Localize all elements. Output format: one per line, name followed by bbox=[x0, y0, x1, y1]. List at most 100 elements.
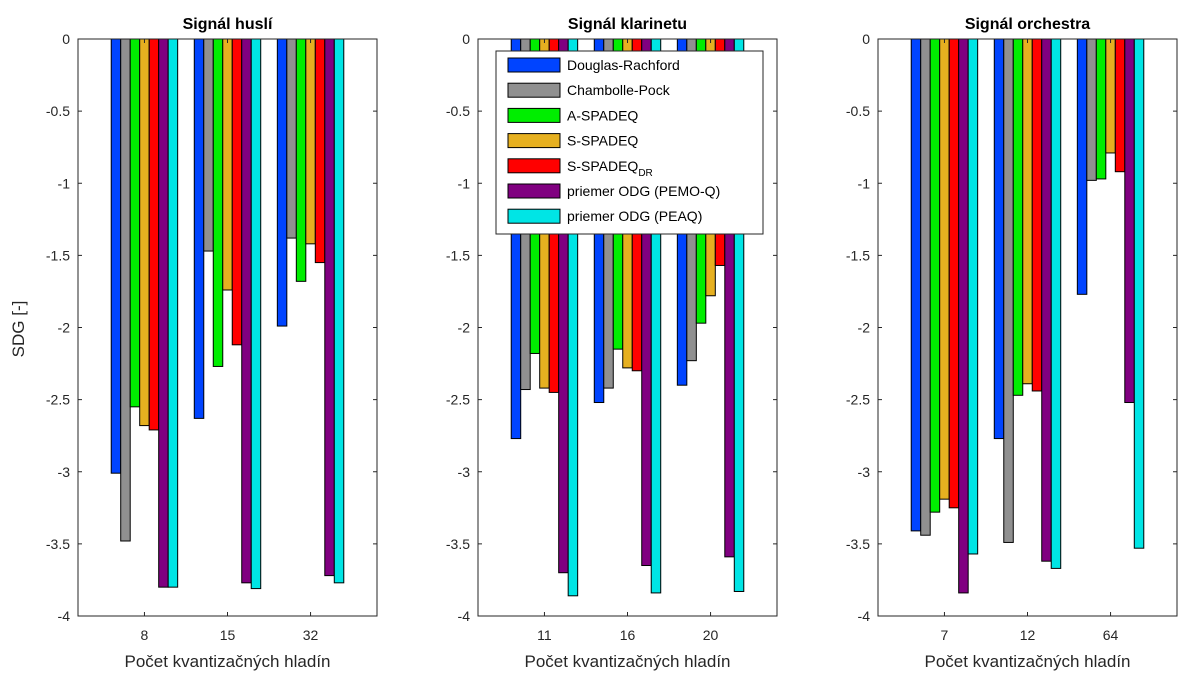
y-tick-label: -1.5 bbox=[846, 247, 870, 263]
y-tick-label: -2 bbox=[458, 320, 471, 336]
y-tick-label: -3 bbox=[458, 464, 471, 480]
x-axis-label: Počet kvantizačných hladín bbox=[124, 652, 330, 671]
bar-1-2 bbox=[193, 38, 205, 419]
bar-6-3 bbox=[1124, 38, 1135, 404]
bar-7-2 bbox=[1050, 38, 1062, 569]
y-tick-label: 0 bbox=[862, 31, 870, 47]
bar-2-3 bbox=[1086, 38, 1097, 181]
bar-3-2 bbox=[212, 38, 224, 367]
y-tick-label: -2 bbox=[58, 320, 71, 336]
bar-4-2 bbox=[1022, 38, 1033, 385]
bar-4-1 bbox=[139, 38, 150, 427]
legend-label-text: S-SPADEQ bbox=[567, 158, 638, 174]
legend-label-text: priemer ODG (PEAQ) bbox=[567, 208, 702, 224]
legend-label: priemer ODG (PEAQ) bbox=[567, 208, 702, 224]
bar-1-2 bbox=[993, 38, 1005, 440]
y-tick-label: -2 bbox=[858, 320, 871, 336]
chart-panel-3: 0 -0.5 -1 -1.5 -2 -2.5 -3 -3.5 -4 7 12 64 Signál orc… bbox=[846, 16, 1178, 671]
bar-3-3 bbox=[295, 38, 307, 282]
bar-5-3 bbox=[1114, 38, 1126, 173]
bar-1-1 bbox=[910, 38, 922, 532]
y-tick-label: -0.5 bbox=[446, 103, 470, 119]
chart-title: Signál klarinetu bbox=[568, 16, 687, 33]
legend-swatch bbox=[507, 183, 561, 199]
bar-5-2 bbox=[1031, 38, 1043, 392]
y-tick-label: -1.5 bbox=[46, 247, 70, 263]
bar-7-2 bbox=[250, 38, 262, 590]
bar-6-2 bbox=[241, 38, 252, 584]
x-tick-label: 16 bbox=[620, 627, 636, 643]
bar-2-1 bbox=[120, 38, 131, 542]
bar-4-3 bbox=[1105, 38, 1116, 154]
y-tick-label: -2.5 bbox=[46, 392, 70, 408]
y-tick-label: -4 bbox=[58, 608, 71, 624]
bar-6-3 bbox=[324, 38, 335, 577]
bar-2-2 bbox=[203, 38, 214, 252]
y-tick-label: -3.5 bbox=[46, 536, 70, 552]
bar-1-1 bbox=[110, 38, 122, 474]
x-tick-label: 11 bbox=[537, 627, 552, 643]
legend-label-text: priemer ODG (PEMO-Q) bbox=[567, 183, 720, 199]
y-tick-label: -4 bbox=[458, 608, 471, 624]
y-tick-label: -3.5 bbox=[446, 536, 470, 552]
chart-title: Signál orchestra bbox=[965, 16, 1090, 33]
legend-label-subscript: DR bbox=[638, 168, 652, 179]
chart-title: Signál huslí bbox=[183, 16, 273, 33]
x-tick-label: 32 bbox=[303, 627, 319, 643]
legend-label: priemer ODG (PEMO-Q) bbox=[567, 183, 720, 199]
legend-swatch bbox=[507, 82, 561, 98]
y-tick-label: -3 bbox=[58, 464, 71, 480]
legend-label-text: S-SPADEQ bbox=[567, 133, 638, 149]
bar-1-3 bbox=[1076, 38, 1088, 295]
y-axis-label: SDG [-] bbox=[9, 301, 28, 358]
legend-swatch bbox=[507, 158, 561, 174]
legend-label-text: A-SPADEQ bbox=[567, 107, 638, 123]
x-tick-label: 7 bbox=[941, 627, 949, 643]
y-tick-label: 0 bbox=[62, 31, 70, 47]
legend-swatch bbox=[507, 57, 561, 73]
bar-7-3 bbox=[1133, 38, 1145, 549]
legend: Douglas-Rachford Chambolle-Pock A-SPADEQ S-… bbox=[495, 50, 764, 235]
legend-swatch bbox=[507, 208, 561, 224]
y-tick-label: -0.5 bbox=[846, 103, 870, 119]
bar-1-3 bbox=[276, 38, 288, 327]
y-tick-label: -4 bbox=[858, 608, 871, 624]
bar-3-2 bbox=[1012, 38, 1024, 396]
bar-5-1 bbox=[148, 38, 160, 431]
legend-label: A-SPADEQ bbox=[567, 107, 638, 123]
legend-label: Chambolle-Pock bbox=[567, 82, 671, 98]
y-tick-label: -1.5 bbox=[446, 247, 470, 263]
bar-4-3 bbox=[305, 38, 316, 245]
y-tick-label: -3.5 bbox=[846, 536, 870, 552]
bar-6-1 bbox=[958, 38, 969, 594]
x-axis-label: Počet kvantizačných hladín bbox=[924, 652, 1130, 671]
y-tick-label: -1 bbox=[58, 175, 71, 191]
bar-5-1 bbox=[948, 38, 960, 509]
bar-5-3 bbox=[314, 38, 326, 264]
y-tick-label: -3 bbox=[858, 464, 871, 480]
bar-7-1 bbox=[167, 38, 179, 588]
legend-label: S-SPADEQ bbox=[567, 133, 638, 149]
bar-6-2 bbox=[1041, 38, 1052, 562]
x-tick-label: 15 bbox=[220, 627, 236, 643]
y-tick-label: -1 bbox=[458, 175, 471, 191]
y-tick-label: -1 bbox=[858, 175, 871, 191]
y-tick-label: -0.5 bbox=[46, 103, 70, 119]
bar-5-2 bbox=[231, 38, 243, 346]
x-tick-label: 64 bbox=[1103, 627, 1119, 643]
bar-3-3 bbox=[1095, 38, 1107, 180]
y-tick-label: 0 bbox=[462, 31, 470, 47]
bar-6-1 bbox=[158, 38, 169, 588]
legend-swatch bbox=[507, 107, 561, 123]
legend-label-text: Chambolle-Pock bbox=[567, 82, 671, 98]
chart-panel-1: 0 -0.5 -1 -1.5 -2 -2.5 -3 -3.5 -4 8 15 32 Signál hus… bbox=[46, 16, 378, 671]
bar-7-1 bbox=[967, 38, 979, 555]
x-axis-label: Počet kvantizačných hladín bbox=[524, 652, 730, 671]
legend-label-text: Douglas-Rachford bbox=[567, 57, 680, 73]
legend-label: Douglas-Rachford bbox=[567, 57, 680, 73]
bar-4-1 bbox=[939, 38, 950, 500]
bar-2-2 bbox=[1003, 38, 1014, 543]
x-tick-label: 8 bbox=[141, 627, 149, 643]
bar-7-3 bbox=[333, 38, 345, 584]
